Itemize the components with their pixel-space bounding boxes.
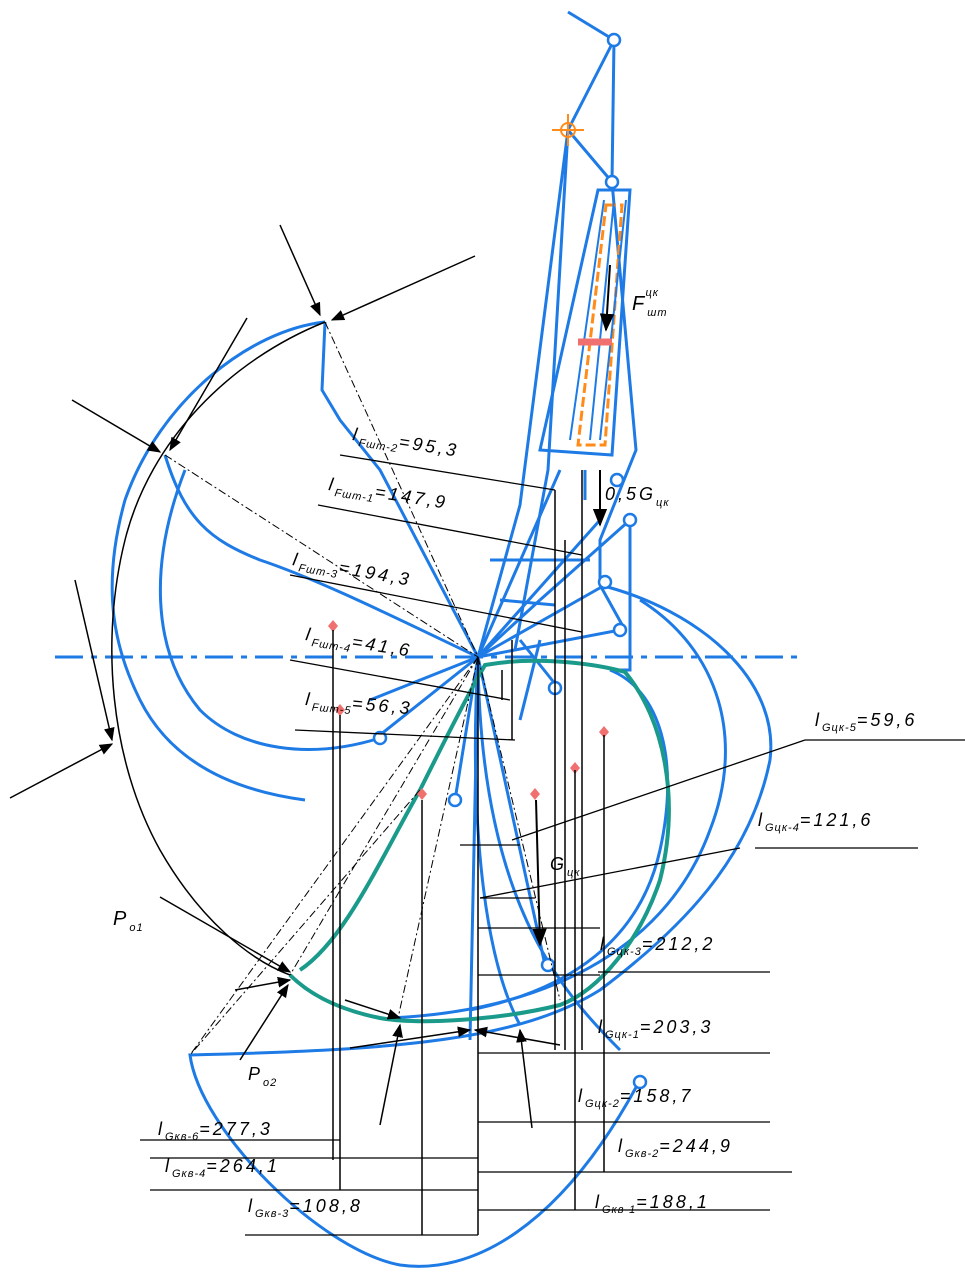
label-l-fsht-2: lFшт-2=95,3 (351, 424, 461, 464)
fsht-force-arrow (599, 264, 615, 332)
dimension-lines (140, 454, 965, 1236)
external-force-arrows (9, 224, 561, 1129)
label-l-gks-3: lGкв-3=108,8 (248, 1196, 363, 1220)
pivot-crosshair (552, 114, 584, 146)
bucket-outline (110, 320, 773, 1268)
force-labels: Fштцк 0,5Gцк Gцк Po1 Po2 (113, 287, 670, 1089)
label-l-fsht-4: lFшт-4=41,6 (304, 624, 414, 664)
label-l-gcyl-4: lGцк-4=121,6 (758, 810, 873, 834)
label-l-gks-6: lGкв-6=277,3 (158, 1119, 273, 1143)
lever-arm-labels: lFшт-2=95,3 lFшт-1=147,9 lFшт-3=194,3 lF… (158, 424, 917, 1220)
label-fsht-cyl: Fштцк (632, 287, 668, 319)
label-l-gks-4: lGкв-4=264,1 (165, 1156, 280, 1180)
label-l-fsht-5: lFшт-5=56,3 (304, 689, 413, 722)
label-p-o2: Po2 (248, 1064, 277, 1089)
label-l-gcyl-5: lGцк-5=59,6 (815, 710, 917, 734)
label-l-gcyl-2: lGцк-2=158,7 (578, 1086, 693, 1110)
label-g-cyl: Gцк (550, 854, 581, 879)
label-half-g-cyl: 0,5Gцк (605, 484, 670, 509)
label-p-o1: Po1 (113, 908, 144, 934)
construction-lines (164, 321, 561, 1056)
mass-center-markers (328, 620, 609, 800)
label-l-gks-2: lGкв-2=244,9 (618, 1136, 733, 1160)
label-l-gcyl-1: lGцк-1=203,3 (598, 1017, 713, 1041)
label-l-gks-1: lGкв-1=188,1 (595, 1192, 710, 1216)
vertical-drop-lines (332, 470, 605, 1235)
gravity-arrow (532, 799, 547, 947)
label-l-gcyl-3: lGцк-3=212,2 (600, 934, 715, 958)
load-arc (111, 321, 326, 976)
hydraulic-cylinder (538, 188, 632, 457)
